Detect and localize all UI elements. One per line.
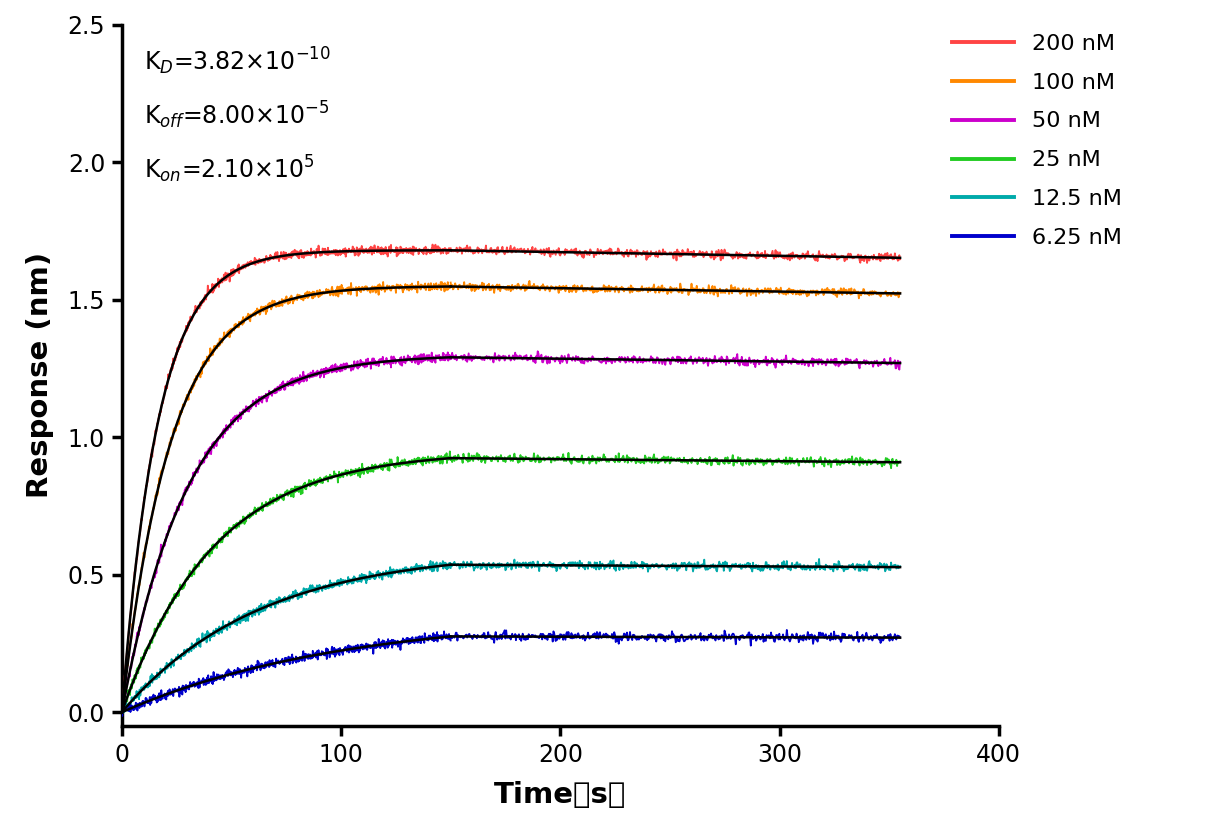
Text: K$_{D}$=3.82×10$^{-10}$
K$_{off}$=8.00×10$^{-5}$
K$_{on}$=2.10×10$^{5}$: K$_{D}$=3.82×10$^{-10}$ K$_{off}$=8.00×1…: [144, 45, 330, 185]
X-axis label: Time（s）: Time（s）: [495, 780, 626, 808]
Legend: 200 nM, 100 nM, 50 nM, 25 nM, 12.5 nM, 6.25 nM: 200 nM, 100 nM, 50 nM, 25 nM, 12.5 nM, 6…: [943, 25, 1130, 257]
Y-axis label: Response (nm): Response (nm): [26, 252, 54, 498]
